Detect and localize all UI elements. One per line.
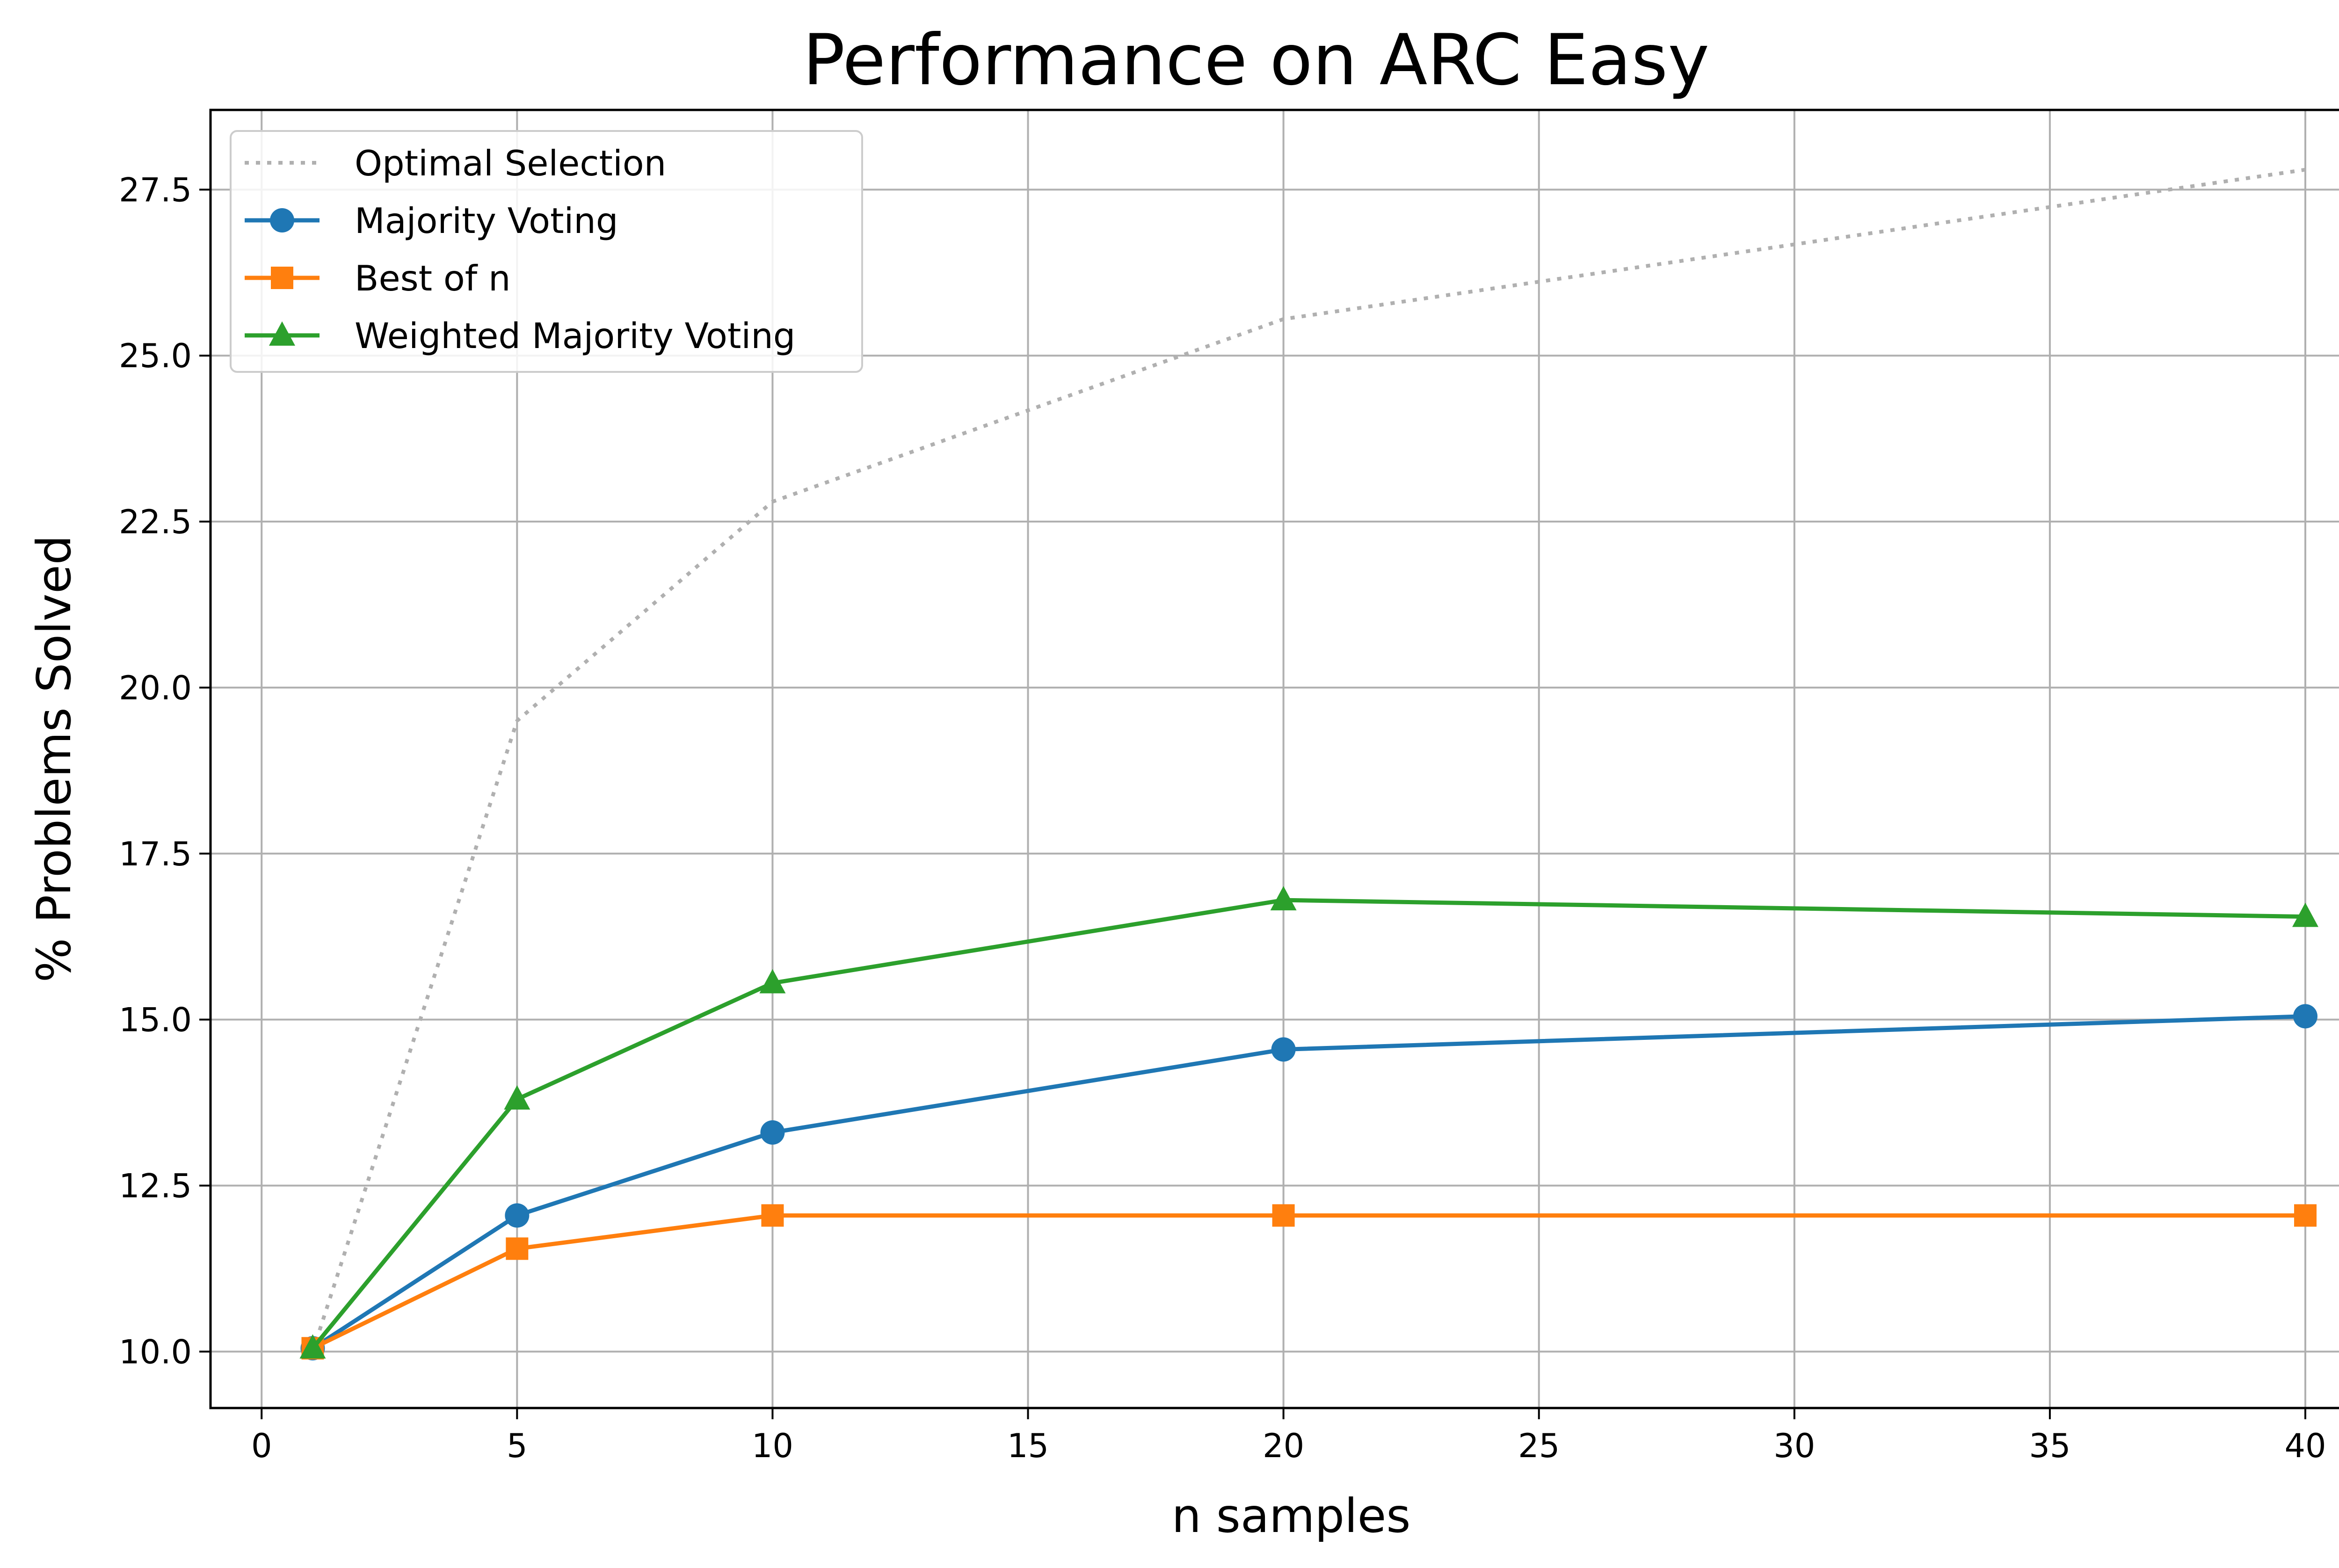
series-layer: [299, 167, 2319, 1361]
y-tick-label: 12.5: [119, 1167, 192, 1205]
data-point: [1271, 1037, 1296, 1062]
y-tick-label: 17.5: [119, 835, 192, 873]
data-point: [2293, 1004, 2318, 1029]
legend-label: Majority Voting: [355, 200, 618, 241]
data-point: [299, 1334, 326, 1359]
legend-item: Weighted Majority Voting: [245, 315, 795, 356]
data-point: [504, 1085, 530, 1110]
legend-label: Best of n: [355, 258, 511, 299]
x-tick-label: 40: [2284, 1427, 2326, 1465]
data-point: [759, 969, 786, 994]
ticks: 0 5 10 15 20 25 30 35 40 10.0 12.5 15.0 17.5 20.0 22.5…: [119, 171, 2326, 1465]
x-tick-label: 15: [1007, 1427, 1049, 1465]
y-tick-label: 15.0: [119, 1001, 192, 1039]
data-point: [1270, 886, 1297, 911]
series-majority-voting: [300, 1004, 2318, 1361]
series-weighted-majority-voting: [299, 886, 2319, 1359]
legend-item: Best of n: [245, 258, 511, 299]
data-point: [1272, 1204, 1295, 1227]
legend: Optimal Selection Majority Voting Best of …: [230, 130, 863, 373]
legend-marker: [271, 267, 293, 289]
legend-item: Majority Voting: [245, 200, 618, 241]
series-line: [311, 1014, 2306, 1350]
legend-marker: [269, 321, 295, 346]
y-tick-label: 22.5: [119, 503, 192, 541]
x-axis-label: n samples: [1172, 1488, 1411, 1543]
series-line: [311, 898, 2306, 1350]
y-tick-label: 10.0: [119, 1333, 192, 1371]
data-point: [761, 1204, 784, 1227]
x-tick-label: 10: [752, 1427, 793, 1465]
series-line: [311, 167, 2306, 1352]
series-optimal-selection: [311, 167, 2306, 1352]
data-point: [2294, 1204, 2317, 1227]
series-line: [312, 1213, 2306, 1350]
y-tick-label: 20.0: [119, 669, 192, 707]
y-tick-label: 27.5: [119, 171, 192, 209]
series-best-of-n: [301, 1204, 2317, 1360]
x-tick-label: 20: [1263, 1427, 1304, 1465]
x-tick-label: 30: [1773, 1427, 1815, 1465]
legend-item: Optimal Selection: [245, 143, 666, 184]
data-point: [506, 1237, 529, 1260]
y-axis-label: % Problems Solved: [27, 535, 81, 982]
y-tick-label: 25.0: [119, 337, 192, 375]
legend-label: Weighted Majority Voting: [355, 315, 795, 356]
chart-title: Performance on ARC Easy: [803, 20, 1709, 101]
legend-marker: [270, 208, 294, 232]
legend-label: Optimal Selection: [355, 143, 666, 184]
plot-frame: [209, 109, 2339, 1409]
x-tick-label: 35: [2029, 1427, 2070, 1465]
data-point: [505, 1203, 530, 1228]
grid: [211, 110, 2339, 1408]
x-tick-label: 25: [1518, 1427, 1560, 1465]
data-point: [2292, 902, 2319, 927]
data-point: [760, 1120, 785, 1145]
x-tick-label: 5: [507, 1427, 528, 1465]
legend-box: [230, 130, 863, 373]
x-tick-label: 0: [251, 1427, 272, 1465]
